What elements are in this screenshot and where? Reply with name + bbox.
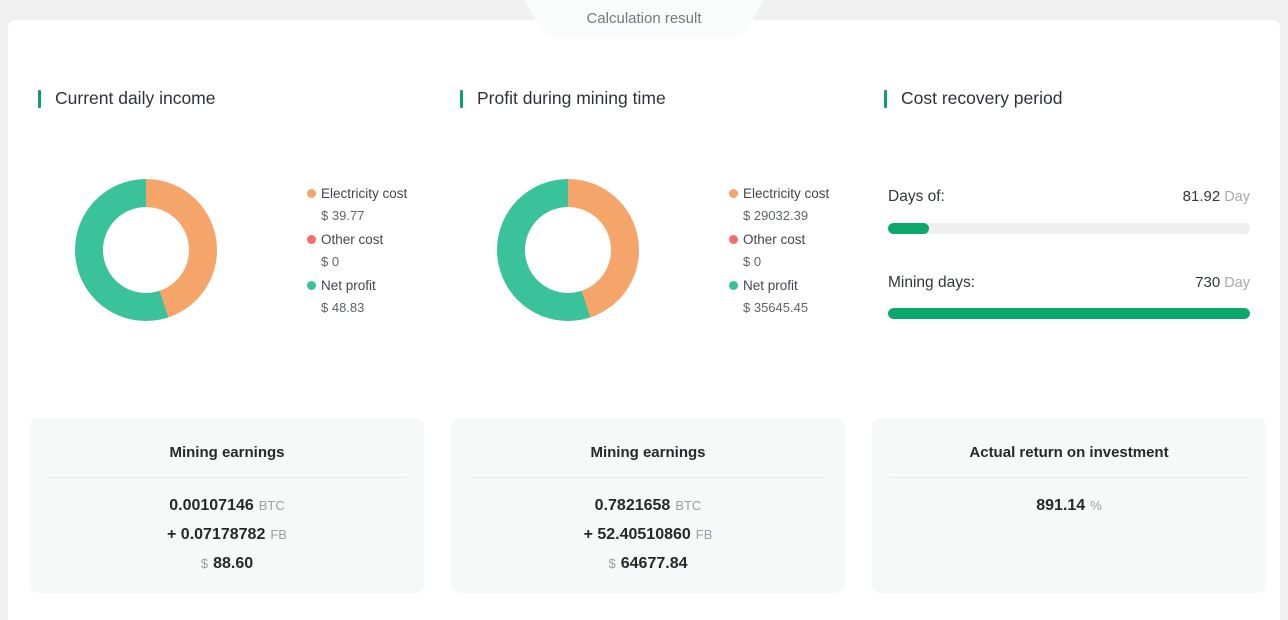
roi-line: 891.14% xyxy=(890,496,1248,516)
legend-dot xyxy=(729,281,738,290)
earnings-line-fb: + 0.07178782 FB xyxy=(48,525,406,545)
section-title-daily-income: Current daily income xyxy=(38,88,215,109)
recovery-label: Mining days: xyxy=(888,274,976,291)
legend-value: $ 0 xyxy=(743,254,762,269)
earnings-value: + 0.07178782 xyxy=(167,526,266,543)
roi-unit: % xyxy=(1090,498,1102,513)
card-divider xyxy=(890,477,1248,478)
section-title-text: Profit during mining time xyxy=(477,88,666,108)
currency-symbol: $ xyxy=(200,556,209,571)
card-mining-earnings-daily: Mining earnings 0.00107146 BTC + 0.071787… xyxy=(30,418,424,593)
legend-item-other-cost[interactable]: Other cost $ 0 xyxy=(307,232,437,269)
earnings-line-fb: + 52.40510860 FB xyxy=(469,525,827,545)
recovery-row-days-of: Days of: 81.92 Day xyxy=(888,188,1250,206)
card-title: Mining earnings xyxy=(169,444,285,461)
roi-value: 891.14 xyxy=(1036,497,1086,514)
recovery-unit: Day xyxy=(1224,275,1250,291)
legend-value: $ 29032.39 xyxy=(743,208,809,223)
legend-label: Electricity cost xyxy=(321,186,408,201)
earnings-line-usd: $88.60 xyxy=(48,554,406,574)
legend-value: $ 0 xyxy=(321,254,340,269)
legend-value: $ 48.83 xyxy=(321,300,365,315)
earnings-unit: FB xyxy=(695,527,713,542)
earnings-value: 0.00107146 xyxy=(169,497,254,514)
accent-bar xyxy=(884,89,887,108)
progress-bar-mining-days xyxy=(888,308,1250,319)
legend-label: Other cost xyxy=(743,232,806,247)
legend-dot xyxy=(729,235,738,244)
legend-item-electricity-cost[interactable]: Electricity cost $ 39.77 xyxy=(307,186,437,223)
earnings-line-btc: 0.00107146 BTC xyxy=(48,496,406,516)
currency-symbol: $ xyxy=(608,556,616,571)
card-divider xyxy=(469,477,827,478)
earnings-value: 64677.84 xyxy=(620,555,688,572)
legend-mining-profit: Electricity cost $ 29032.39 Other cost $… xyxy=(729,186,859,324)
recovery-unit: Day xyxy=(1224,189,1250,205)
recovery-label: Days of: xyxy=(888,188,945,205)
accent-bar xyxy=(460,89,463,108)
card-title: Mining earnings xyxy=(590,444,706,461)
earnings-value: 88.60 xyxy=(213,555,254,572)
progress-fill xyxy=(888,223,929,234)
donut-chart-daily-income[interactable] xyxy=(75,179,217,321)
legend-dot xyxy=(307,235,316,244)
recovery-value: 730 xyxy=(1195,274,1221,291)
legend-item-other-cost[interactable]: Other cost $ 0 xyxy=(729,232,859,269)
earnings-value: 0.7821658 xyxy=(594,497,671,514)
card-return-on-investment: Actual return on investment 891.14% xyxy=(872,418,1266,593)
earnings-value: + 52.40510860 xyxy=(583,526,691,543)
accent-bar xyxy=(38,89,41,108)
tab-label: Calculation result xyxy=(586,10,702,27)
legend-dot xyxy=(307,281,316,290)
earnings-line-btc: 0.7821658 BTC xyxy=(469,496,827,516)
cost-recovery-block: Days of: 81.92 Day Mining days: 730 Day xyxy=(888,0,1250,400)
card-mining-earnings-total: Mining earnings 0.7821658 BTC + 52.405108… xyxy=(451,418,845,593)
legend-value: $ 35645.45 xyxy=(743,300,809,315)
earnings-unit: FB xyxy=(270,527,287,542)
card-divider xyxy=(48,477,406,478)
recovery-value: 81.92 xyxy=(1182,188,1221,205)
legend-dot xyxy=(307,189,316,198)
section-title-text: Cost recovery period xyxy=(901,88,1063,108)
tab-calculation-result[interactable]: Calculation result xyxy=(524,0,764,37)
section-title-mining-profit: Profit during mining time xyxy=(460,88,666,109)
legend-label: Net profit xyxy=(321,278,376,293)
legend-label: Net profit xyxy=(743,278,798,293)
legend-item-net-profit[interactable]: Net profit $ 48.83 xyxy=(307,278,437,315)
recovery-row-mining-days: Mining days: 730 Day xyxy=(888,274,1250,292)
progress-bar-days-of xyxy=(888,223,1250,234)
legend-item-net-profit[interactable]: Net profit $ 35645.45 xyxy=(729,278,859,315)
legend-daily-income: Electricity cost $ 39.77 Other cost $ 0 … xyxy=(307,186,437,324)
section-title-cost-recovery: Cost recovery period xyxy=(884,88,1062,109)
earnings-unit: BTC xyxy=(675,498,702,513)
earnings-line-usd: $64677.84 xyxy=(469,554,827,574)
section-title-text: Current daily income xyxy=(55,88,216,108)
progress-fill xyxy=(888,308,1250,319)
legend-item-electricity-cost[interactable]: Electricity cost $ 29032.39 xyxy=(729,186,859,223)
legend-label: Other cost xyxy=(321,232,384,247)
legend-dot xyxy=(729,189,738,198)
card-title: Actual return on investment xyxy=(969,444,1169,461)
legend-value: $ 39.77 xyxy=(321,208,365,223)
donut-chart-mining-profit[interactable] xyxy=(497,179,639,321)
legend-label: Electricity cost xyxy=(743,186,830,201)
earnings-unit: BTC xyxy=(258,498,285,513)
